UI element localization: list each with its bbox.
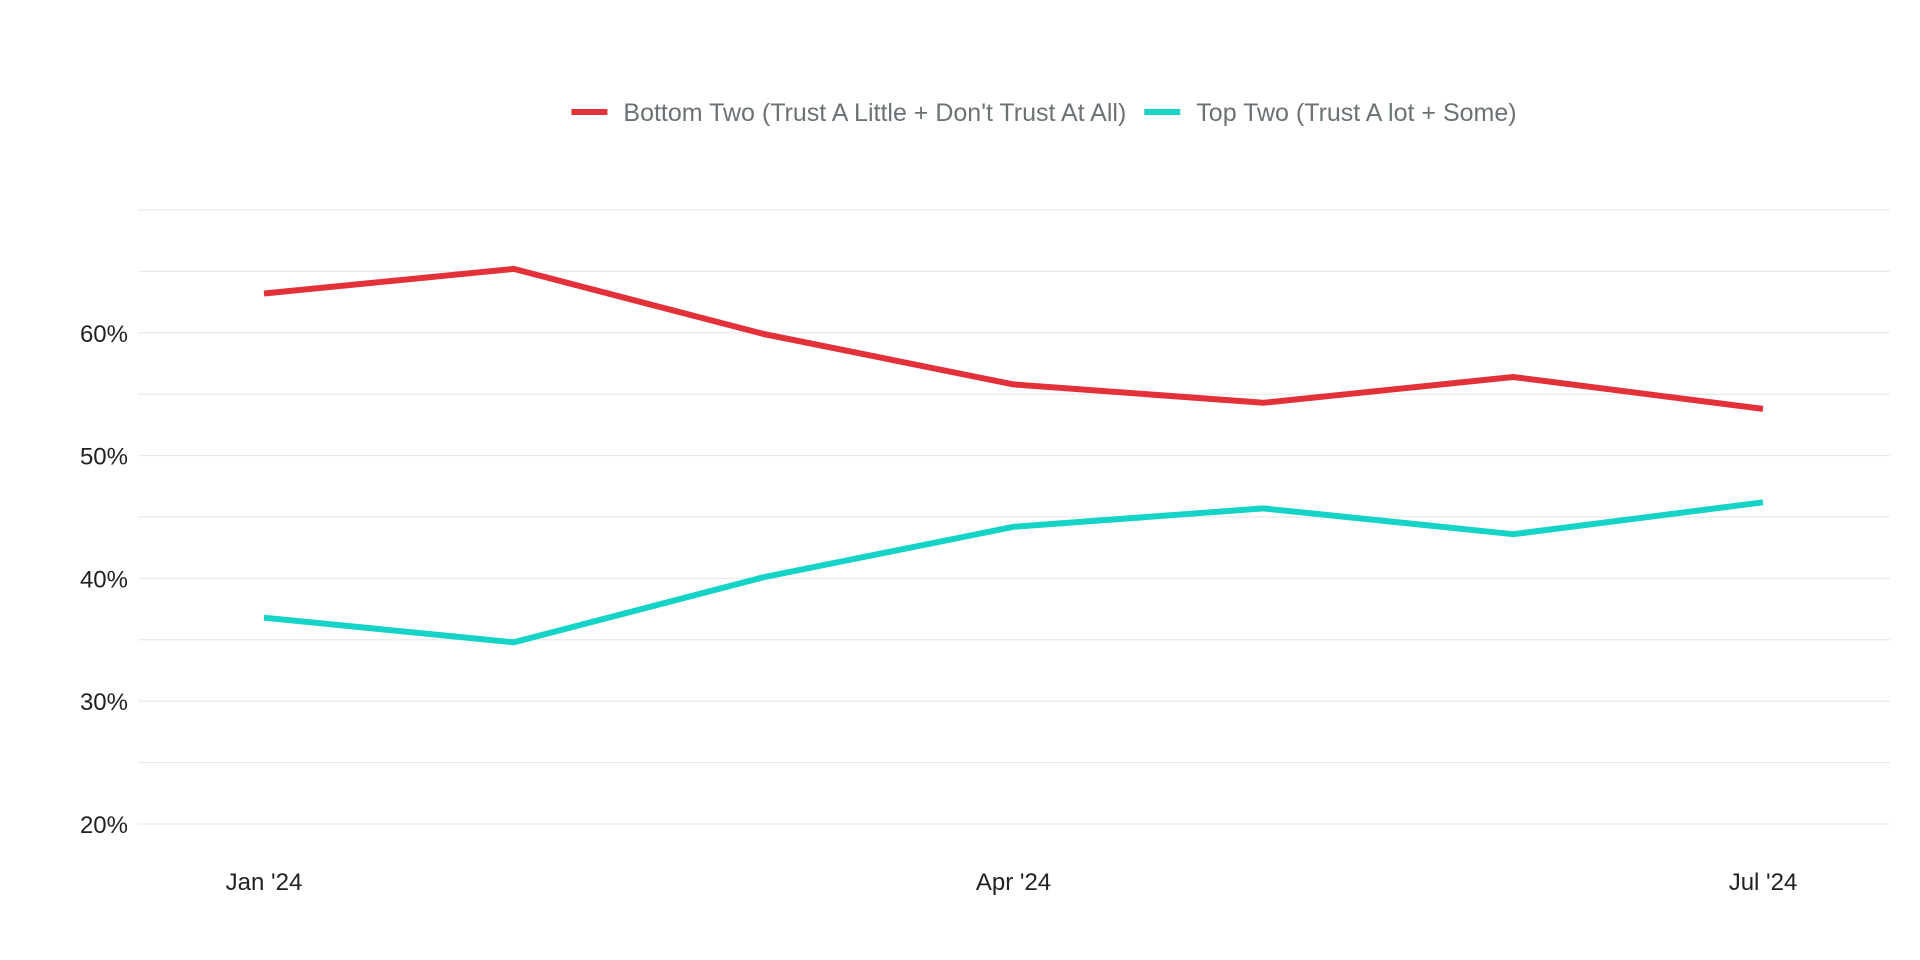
x-tick-label: Apr '24 bbox=[976, 869, 1051, 896]
x-tick-label: Jul '24 bbox=[1729, 869, 1798, 896]
y-tick-label: 60% bbox=[80, 321, 128, 348]
legend-label: Bottom Two (Trust A Little + Don't Trust… bbox=[623, 99, 1126, 127]
y-tick-label: 20% bbox=[80, 812, 128, 839]
y-tick-label: 50% bbox=[80, 444, 128, 471]
legend-item-bottom-two[interactable]: Bottom Two (Trust A Little + Don't Trust… bbox=[571, 99, 1126, 127]
x-axis: Jan '24 Apr '24 Jul '24 bbox=[226, 869, 1798, 896]
series-line-top-two bbox=[263, 499, 1764, 646]
grid-lines bbox=[138, 209, 1890, 825]
legend: Bottom Two (Trust A Little + Don't Trust… bbox=[571, 99, 1517, 127]
legend-label: Top Two (Trust A lot + Some) bbox=[1196, 99, 1516, 127]
y-axis: 20% 30% 40% 50% 60% bbox=[80, 321, 128, 839]
series-line-bottom-two bbox=[263, 265, 1764, 412]
series-lines bbox=[263, 265, 1764, 646]
legend-item-top-two[interactable]: Top Two (Trust A lot + Some) bbox=[1144, 99, 1517, 127]
y-tick-label: 40% bbox=[80, 566, 128, 593]
y-tick-label: 30% bbox=[80, 689, 128, 716]
x-tick-label: Jan '24 bbox=[226, 869, 303, 896]
